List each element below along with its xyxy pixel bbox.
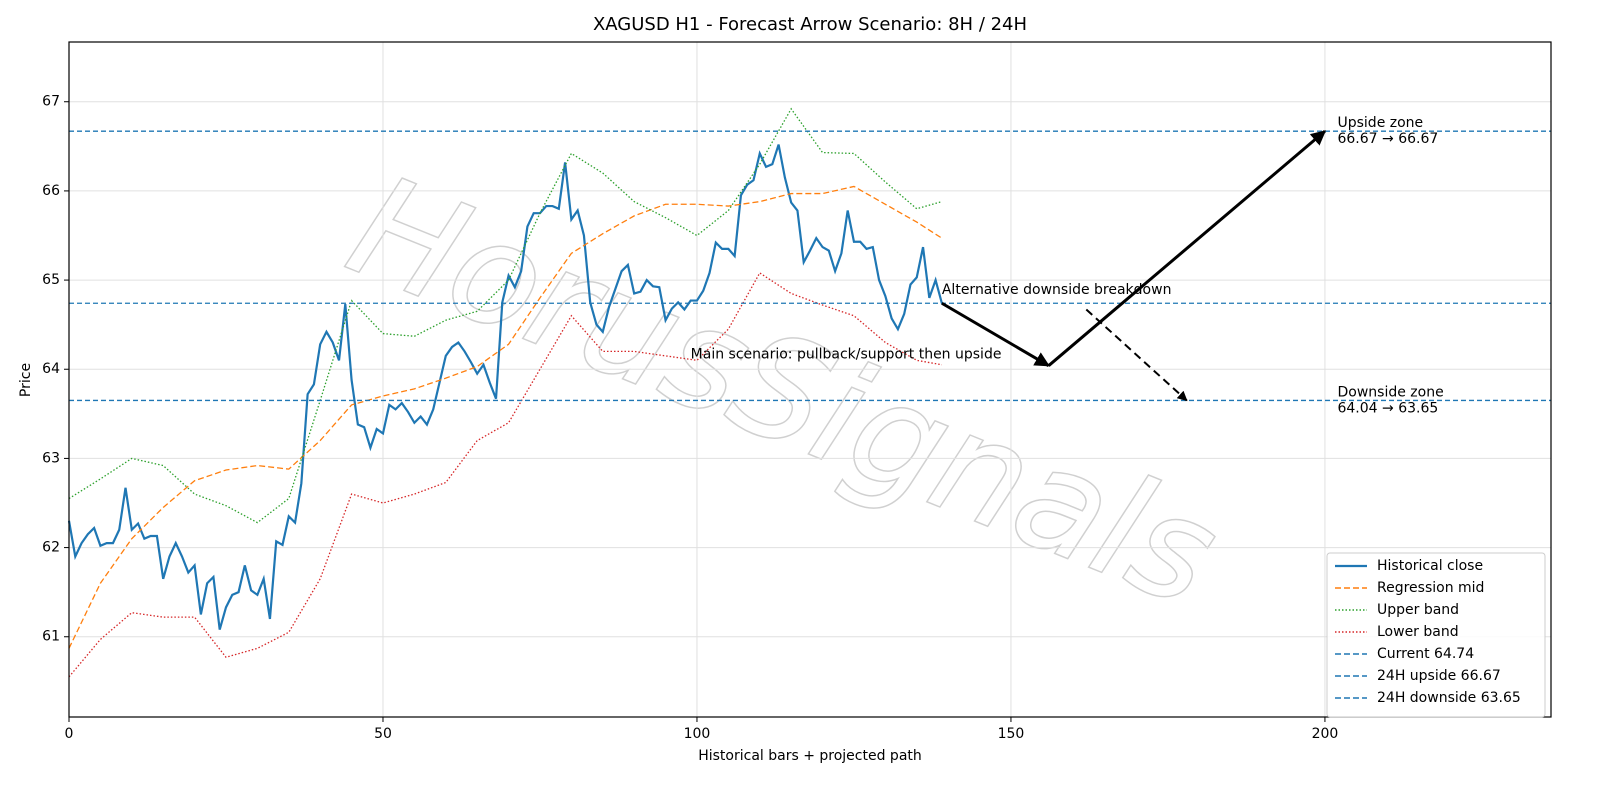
chart-title: XAGUSD H1 - Forecast Arrow Scenario: 8H … bbox=[593, 14, 1027, 35]
legend-label: Current 64.74 bbox=[1377, 646, 1474, 662]
legend-label: 24H upside 66.67 bbox=[1377, 668, 1501, 684]
legend-label: 24H downside 63.65 bbox=[1377, 690, 1521, 706]
y-tick-label: 64 bbox=[42, 361, 60, 377]
annotation: Upside zone bbox=[1337, 115, 1423, 131]
y-tick-label: 66 bbox=[42, 183, 60, 199]
legend-label: Historical close bbox=[1377, 558, 1483, 574]
y-tick-label: 61 bbox=[42, 629, 60, 645]
y-tick-label: 63 bbox=[42, 450, 60, 466]
annotation: Alternative downside breakdown bbox=[942, 282, 1172, 298]
y-tick-label: 67 bbox=[42, 94, 60, 110]
watermark: HorusSignals bbox=[329, 145, 1237, 638]
x-tick-label: 100 bbox=[684, 726, 711, 742]
x-tick-label: 50 bbox=[374, 726, 392, 742]
x-tick-label: 200 bbox=[1312, 726, 1339, 742]
series-line bbox=[68, 107, 943, 524]
annotation: 64.04 → 63.65 bbox=[1337, 400, 1438, 416]
legend-label: Upper band bbox=[1377, 602, 1459, 618]
annotation: Main scenario: pullback/support then ups… bbox=[691, 346, 1002, 362]
x-tick-label: 0 bbox=[65, 726, 74, 742]
annotation: 66.67 → 66.67 bbox=[1337, 131, 1438, 147]
legend-label: Lower band bbox=[1377, 624, 1459, 640]
x-axis-label: Historical bars + projected path bbox=[698, 748, 922, 764]
annotation: Downside zone bbox=[1337, 384, 1443, 400]
forecast-arrow bbox=[1047, 130, 1327, 367]
forecast-arrow bbox=[1085, 308, 1188, 402]
legend-box bbox=[1326, 552, 1546, 718]
plot-frame bbox=[68, 41, 1552, 718]
forecast-arrow bbox=[941, 301, 1050, 367]
series-line bbox=[67, 144, 943, 630]
y-tick-label: 65 bbox=[42, 272, 60, 288]
x-tick-label: 150 bbox=[998, 726, 1025, 742]
y-axis-label: Price bbox=[18, 363, 34, 397]
y-tick-label: 62 bbox=[42, 540, 60, 556]
legend-label: Regression mid bbox=[1377, 580, 1484, 596]
series-line bbox=[68, 185, 943, 649]
